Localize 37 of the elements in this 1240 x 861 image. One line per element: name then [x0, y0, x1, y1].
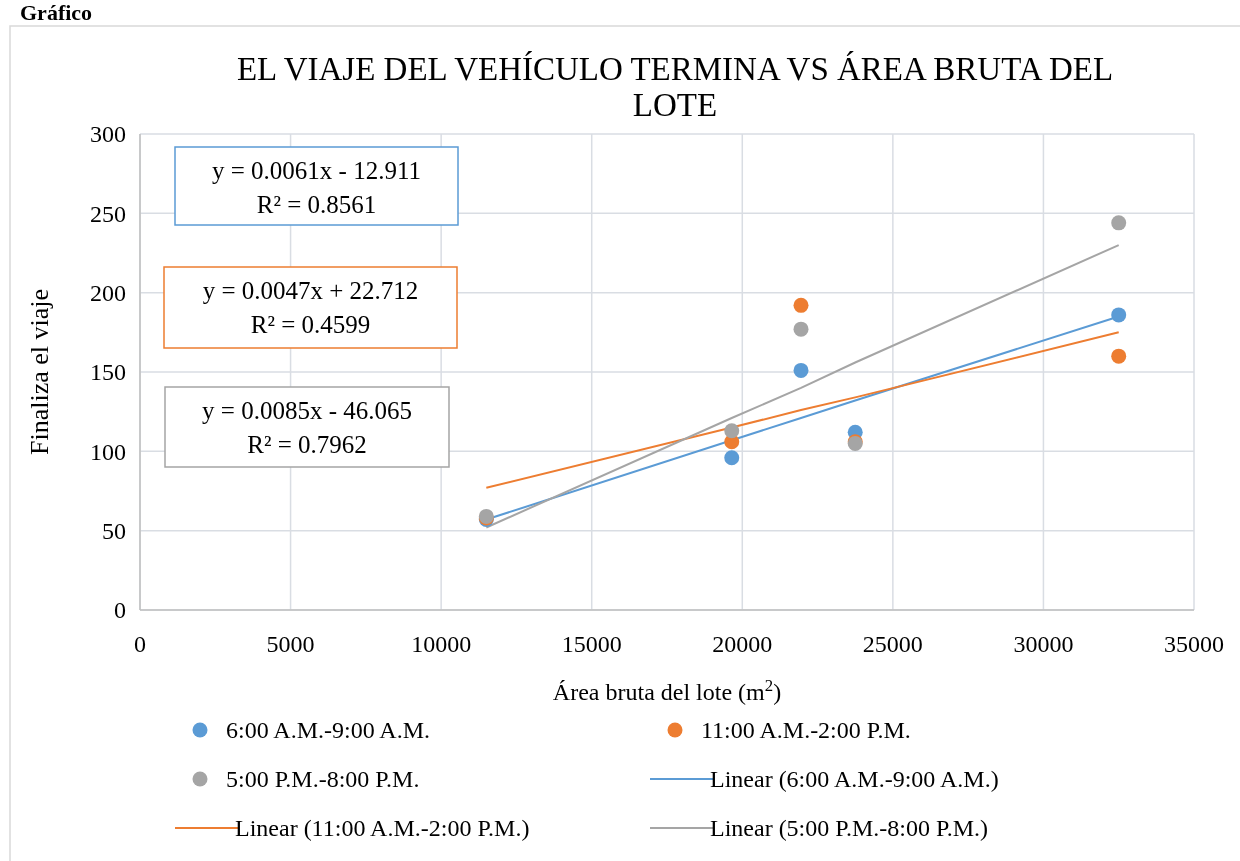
point	[1111, 307, 1127, 323]
legend-label: 6:00 A.M.-9:00 A.M.	[226, 717, 431, 744]
x-tick-label: 35000	[1164, 631, 1224, 657]
point	[793, 297, 809, 313]
annotation: y = 0.0061x - 12.911 R² = 0.8561	[212, 157, 421, 218]
y-tick-label: 50	[102, 518, 126, 545]
annotation: y = 0.0047x + 22.712 R² = 0.4599	[202, 277, 419, 338]
x-tick-label: 25000	[862, 631, 923, 657]
point	[793, 321, 809, 337]
x-tick-label: 10000	[411, 631, 472, 657]
annotation: y = 0.0085x - 46.065 R² = 0.7962	[202, 397, 412, 458]
legend-label: Linear (11:00 A.M.-2:00 P.M.)	[235, 815, 530, 842]
y-tick-label: 250	[90, 200, 126, 227]
y-tick-label: 200	[90, 280, 126, 307]
point	[724, 450, 740, 466]
point	[793, 362, 809, 378]
y-tick-label: 300	[90, 121, 126, 148]
y-tick-label: 100	[90, 438, 126, 465]
x-axis-title: Área bruta del lote (m$^{2}$)	[552, 675, 782, 705]
legend-label: Linear (5:00 P.M.-8:00 P.M.)	[710, 815, 988, 842]
x-tick-label: 20000	[712, 631, 773, 657]
x-tick-label: 0	[134, 631, 146, 657]
y-tick-label: 150	[90, 359, 126, 386]
x-tick-label: 30000	[1013, 631, 1074, 657]
point	[1111, 348, 1127, 364]
legend-label: Linear (6:00 A.M.-9:00 A.M.)	[710, 766, 999, 793]
chart-title: EL VIAJE DEL VEHÍCULO TERMINA VS ÁREA BRUTA DEL LOTE	[236, 51, 1114, 123]
line-series	[485, 331, 1120, 489]
x-tick-label: 5000	[266, 631, 315, 657]
legend-label: 5:00 P.M.-8:00 P.M.	[226, 766, 420, 793]
point	[1111, 215, 1127, 231]
point	[724, 423, 740, 439]
y-axis-title: Finaliza el viaje	[25, 288, 54, 456]
legend-label: 11:00 A.M.-2:00 P.M.	[701, 717, 911, 744]
x-tick-label: 15000	[561, 631, 622, 657]
y-tick-label: 0	[114, 597, 126, 624]
text: Gráfico	[20, 0, 93, 25]
